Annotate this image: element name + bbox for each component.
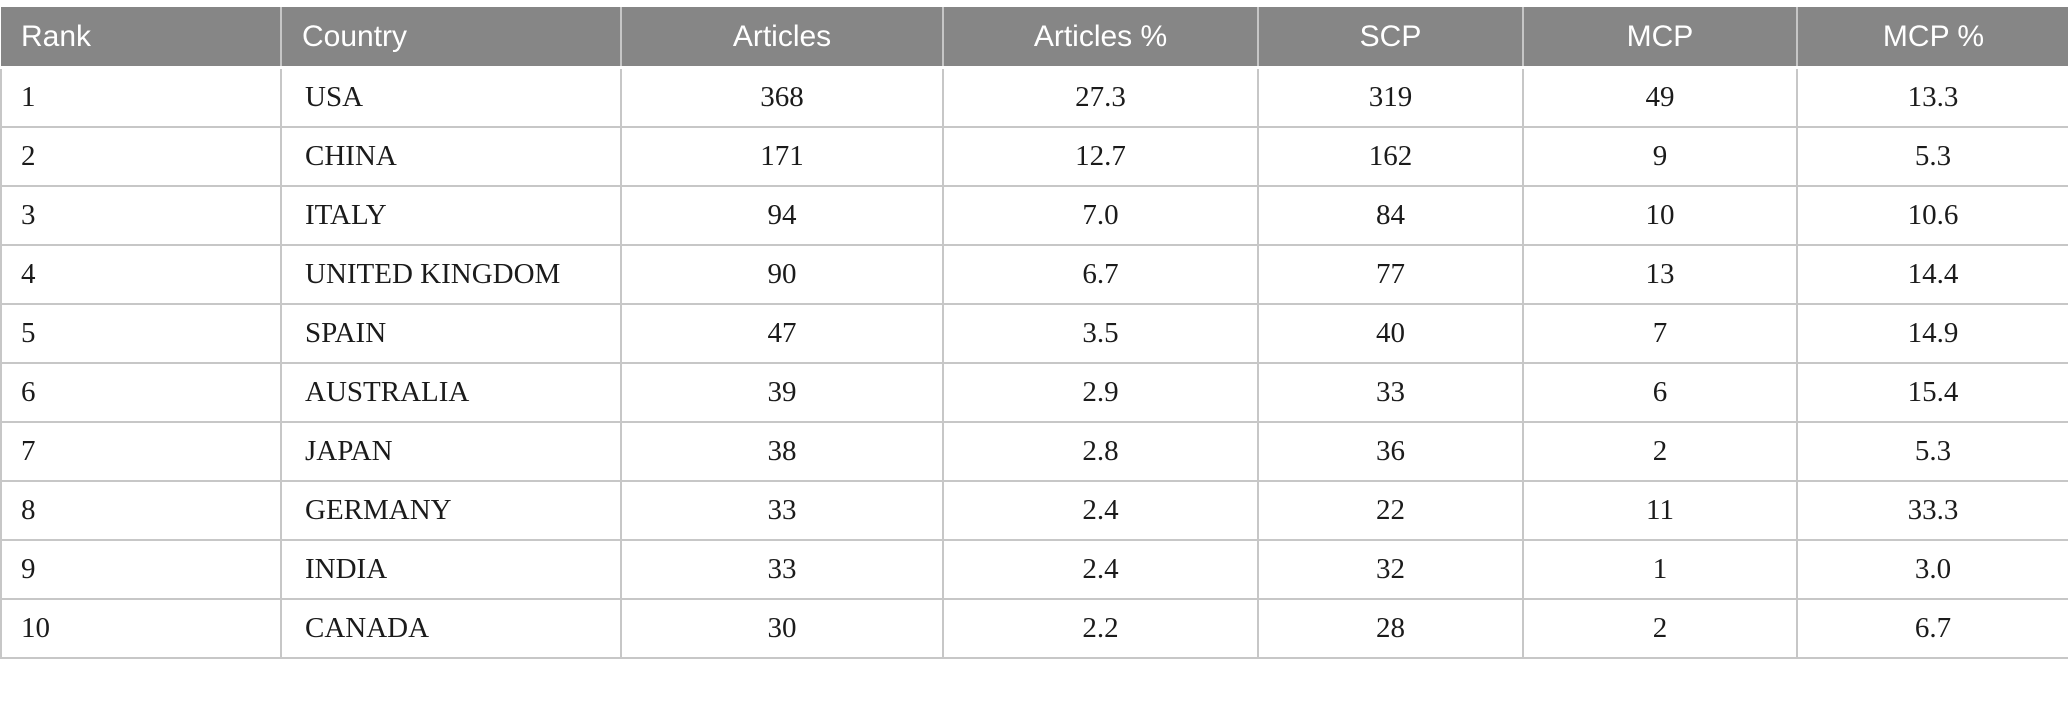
- cell-articles: 33: [620, 539, 944, 600]
- cell-mcp: 11: [1522, 480, 1798, 541]
- cell-rank: 10: [0, 598, 282, 659]
- cell-articles-pct: 6.7: [942, 244, 1259, 305]
- cell-country: ITALY: [280, 185, 622, 246]
- cell-articles: 30: [620, 598, 944, 659]
- cell-mcp-pct: 14.4: [1796, 244, 2068, 305]
- cell-articles-pct: 2.8: [942, 421, 1259, 482]
- cell-mcp-pct: 5.3: [1796, 126, 2068, 187]
- cell-country: CANADA: [280, 598, 622, 659]
- cell-country: USA: [280, 66, 622, 128]
- cell-articles: 94: [620, 185, 944, 246]
- cell-mcp: 2: [1522, 421, 1798, 482]
- table-row: 10 CANADA 30 2.2 28 2 6.7: [0, 598, 2068, 659]
- table-header-row: Rank Country Articles Articles % SCP MCP…: [1, 7, 2068, 69]
- cell-mcp: 9: [1522, 126, 1798, 187]
- cell-country: UNITED KINGDOM: [280, 244, 622, 305]
- cell-mcp-pct: 13.3: [1796, 66, 2068, 128]
- cell-articles: 39: [620, 362, 944, 423]
- cell-articles-pct: 27.3: [942, 66, 1259, 128]
- cell-mcp: 7: [1522, 303, 1798, 364]
- cell-country: JAPAN: [280, 421, 622, 482]
- cell-scp: 40: [1257, 303, 1524, 364]
- table-row: 9 INDIA 33 2.4 32 1 3.0: [0, 539, 2068, 600]
- cell-country: AUSTRALIA: [280, 362, 622, 423]
- cell-rank: 1: [0, 66, 282, 128]
- column-header-rank: Rank: [1, 7, 281, 69]
- cell-articles-pct: 2.9: [942, 362, 1259, 423]
- cell-articles-pct: 2.2: [942, 598, 1259, 659]
- cell-mcp-pct: 33.3: [1796, 480, 2068, 541]
- cell-mcp: 49: [1522, 66, 1798, 128]
- cell-articles: 38: [620, 421, 944, 482]
- cell-articles: 368: [620, 66, 944, 128]
- cell-articles: 171: [620, 126, 944, 187]
- cell-articles: 33: [620, 480, 944, 541]
- cell-mcp: 13: [1522, 244, 1798, 305]
- cell-mcp-pct: 3.0: [1796, 539, 2068, 600]
- cell-mcp: 6: [1522, 362, 1798, 423]
- cell-articles-pct: 7.0: [942, 185, 1259, 246]
- cell-mcp-pct: 10.6: [1796, 185, 2068, 246]
- cell-scp: 22: [1257, 480, 1524, 541]
- column-header-articles-pct: Articles %: [942, 7, 1258, 69]
- column-header-country: Country: [280, 7, 621, 69]
- cell-rank: 6: [0, 362, 282, 423]
- cell-scp: 33: [1257, 362, 1524, 423]
- cell-mcp-pct: 15.4: [1796, 362, 2068, 423]
- cell-country: INDIA: [280, 539, 622, 600]
- table-row: 2 CHINA 171 12.7 162 9 5.3: [0, 126, 2068, 187]
- table-row: 6 AUSTRALIA 39 2.9 33 6 15.4: [0, 362, 2068, 423]
- cell-scp: 162: [1257, 126, 1524, 187]
- cell-mcp: 10: [1522, 185, 1798, 246]
- cell-scp: 28: [1257, 598, 1524, 659]
- table-row: 8 GERMANY 33 2.4 22 11 33.3: [0, 480, 2068, 541]
- table-row: 3 ITALY 94 7.0 84 10 10.6: [0, 185, 2068, 246]
- cell-articles-pct: 12.7: [942, 126, 1259, 187]
- cell-scp: 77: [1257, 244, 1524, 305]
- cell-rank: 7: [0, 421, 282, 482]
- cell-articles-pct: 2.4: [942, 480, 1259, 541]
- cell-scp: 319: [1257, 66, 1524, 128]
- cell-articles-pct: 2.4: [942, 539, 1259, 600]
- cell-rank: 5: [0, 303, 282, 364]
- cell-mcp-pct: 14.9: [1796, 303, 2068, 364]
- cell-country: GERMANY: [280, 480, 622, 541]
- column-header-mcp: MCP: [1522, 7, 1797, 69]
- cell-rank: 4: [0, 244, 282, 305]
- cell-mcp-pct: 6.7: [1796, 598, 2068, 659]
- cell-articles-pct: 3.5: [942, 303, 1259, 364]
- table-row: 1 USA 368 27.3 319 49 13.3: [0, 66, 2068, 128]
- cell-rank: 2: [0, 126, 282, 187]
- table-row: 7 JAPAN 38 2.8 36 2 5.3: [0, 421, 2068, 482]
- cell-scp: 32: [1257, 539, 1524, 600]
- cell-articles: 47: [620, 303, 944, 364]
- cell-mcp: 2: [1522, 598, 1798, 659]
- cell-country: CHINA: [280, 126, 622, 187]
- cell-rank: 3: [0, 185, 282, 246]
- table-row: 4 UNITED KINGDOM 90 6.7 77 13 14.4: [0, 244, 2068, 305]
- table-row: 5 SPAIN 47 3.5 40 7 14.9: [0, 303, 2068, 364]
- cell-mcp-pct: 5.3: [1796, 421, 2068, 482]
- cell-articles: 90: [620, 244, 944, 305]
- column-header-articles: Articles: [620, 7, 943, 69]
- cell-scp: 36: [1257, 421, 1524, 482]
- country-production-table: Rank Country Articles Articles % SCP MCP…: [0, 7, 2068, 659]
- cell-country: SPAIN: [280, 303, 622, 364]
- column-header-mcp-pct: MCP %: [1796, 7, 2068, 69]
- cell-scp: 84: [1257, 185, 1524, 246]
- cell-mcp: 1: [1522, 539, 1798, 600]
- cell-rank: 9: [0, 539, 282, 600]
- column-header-scp: SCP: [1257, 7, 1523, 69]
- cell-rank: 8: [0, 480, 282, 541]
